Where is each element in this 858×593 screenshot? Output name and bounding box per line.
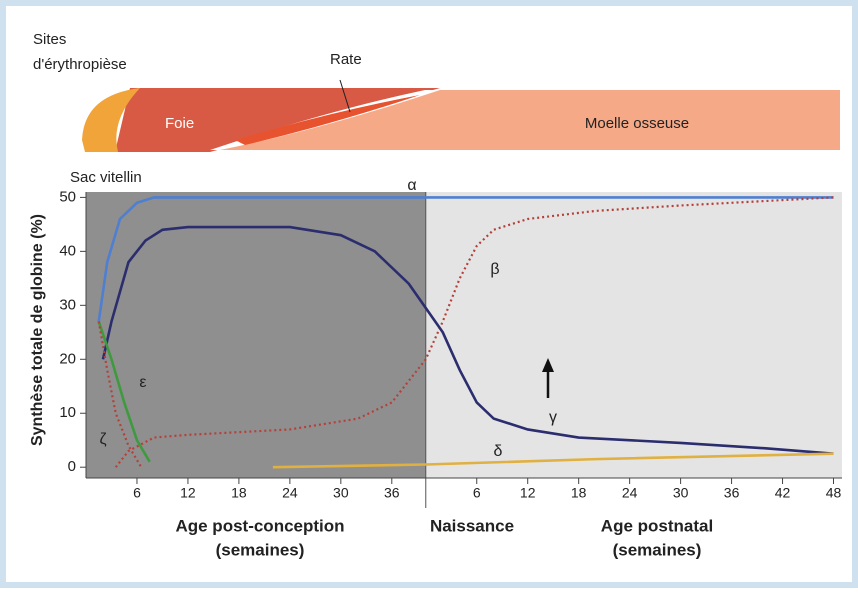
- liver-label: Foie: [165, 115, 194, 132]
- y-tick-label: 30: [59, 296, 76, 313]
- y-tick-label: 10: [59, 404, 76, 421]
- x-axis-label: Naissance: [430, 516, 514, 535]
- x-axis-label: (semaines): [216, 540, 305, 559]
- x-axis-label: Age post-conception: [175, 516, 344, 535]
- x-tick-label: 24: [622, 485, 638, 501]
- prenatal-area: [86, 192, 426, 478]
- series-label: β: [490, 261, 499, 278]
- x-tick-label: 36: [724, 485, 740, 501]
- x-tick-label: 24: [282, 485, 298, 501]
- yolk-sac-label: Sac vitellin: [70, 169, 142, 186]
- sites-title: d'érythropièse: [33, 56, 127, 73]
- y-axis-label: Synthèse totale de globine (%): [29, 214, 46, 446]
- y-tick-label: 40: [59, 242, 76, 259]
- y-tick-label: 50: [59, 188, 76, 205]
- x-tick-label: 36: [384, 485, 400, 501]
- y-tick-label: 0: [68, 458, 76, 475]
- series-label: ζ: [99, 431, 106, 448]
- postnatal-area: [426, 192, 842, 478]
- x-tick-label: 6: [133, 485, 141, 501]
- x-tick-label: 12: [180, 485, 196, 501]
- x-tick-label: 30: [333, 485, 349, 501]
- x-tick-label: 48: [826, 485, 842, 501]
- x-tick-label: 12: [520, 485, 536, 501]
- sites-title: Sites: [33, 31, 66, 48]
- x-tick-label: 30: [673, 485, 689, 501]
- series-label: δ: [494, 443, 503, 460]
- x-axis-label: Age postnatal: [601, 516, 713, 535]
- series-label: α: [407, 177, 416, 194]
- y-tick-label: 20: [59, 350, 76, 367]
- series-label: ε: [139, 374, 146, 391]
- x-tick-label: 42: [775, 485, 791, 501]
- x-tick-label: 18: [571, 485, 587, 501]
- figure: Sites d'érythropièse Rate Foie Moelle os…: [0, 0, 858, 588]
- spleen-label: Rate: [330, 51, 362, 68]
- marrow-label: Moelle osseuse: [585, 115, 689, 132]
- series-label: γ: [549, 409, 557, 426]
- x-tick-label: 18: [231, 485, 247, 501]
- x-axis-label: (semaines): [613, 540, 702, 559]
- x-tick-label: 6: [473, 485, 481, 501]
